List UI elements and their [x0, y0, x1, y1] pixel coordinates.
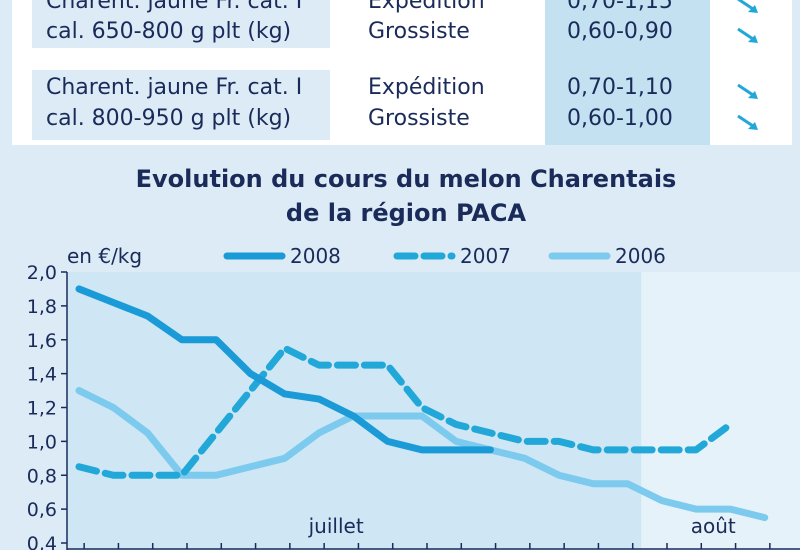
- row-1-band: [32, 0, 330, 48]
- y-axis-label: en €/kg: [67, 244, 142, 268]
- chart-title-line1: Evolution du cours du melon Charentais: [135, 165, 677, 193]
- y-tick-label: 1,0: [27, 431, 57, 453]
- y-tick-label: 1,6: [27, 330, 57, 352]
- price-column-band: [545, 0, 710, 145]
- row-1-product-line2: cal. 650-800 g plt (kg): [46, 19, 292, 44]
- row-2-band: [32, 70, 330, 140]
- chart-title-line2: de la région PACA: [285, 199, 527, 227]
- y-tick-label: 1,2: [27, 398, 57, 420]
- series-line-2008: [75, 285, 494, 454]
- row-1-price-grossiste: 0,60-0,90: [567, 19, 673, 44]
- row-2-stage-grossiste: Grossiste: [368, 106, 470, 131]
- y-tick-label: 0,6: [27, 499, 57, 521]
- price-table: Charent. jaune Fr. cat. I cal. 650-800 g…: [12, 0, 792, 145]
- series-line-2007: [75, 344, 734, 479]
- trend-down-arrow-icon: [737, 114, 758, 130]
- price-chart: Evolution du cours du melon Charentais d…: [12, 155, 800, 550]
- series-line-2006: [75, 387, 769, 522]
- legend-label-2006: 2006: [615, 244, 666, 268]
- plot-area-july: [67, 272, 642, 550]
- month-label: juillet: [308, 514, 364, 538]
- trend-down-arrow-icon: [737, 83, 758, 99]
- month-label: août: [691, 514, 736, 538]
- row-1-product-line1: Charent. jaune Fr. cat. I: [46, 0, 303, 14]
- row-2-stage-expedition: Expédition: [368, 75, 485, 100]
- row-2-price-expedition: 0,70-1,10: [567, 75, 673, 100]
- chart-plot: 2,0 1,8 1,6 1,4 1,2 1,0 0,8 0,6 0,4 en €/kg juille…: [27, 244, 800, 550]
- legend-label-2007: 2007: [460, 244, 511, 268]
- row-2-product-line1: Charent. jaune Fr. cat. I: [46, 75, 303, 100]
- y-tick-label: 2,0: [27, 262, 57, 284]
- legend-label-2008: 2008: [290, 244, 341, 268]
- trend-down-arrow-icon: [737, 27, 758, 43]
- y-tick-label: 1,8: [27, 296, 57, 318]
- y-tick-label: 0,4: [27, 533, 57, 550]
- row-1-stage-grossiste: Grossiste: [368, 19, 470, 44]
- y-tick-label: 0,8: [27, 465, 57, 487]
- row-1-stage-expedition: Expédition: [368, 0, 485, 14]
- y-tick-label: 1,4: [27, 364, 57, 386]
- row-2-price-grossiste: 0,60-1,00: [567, 106, 673, 131]
- trend-down-arrow-icon: [737, 0, 758, 13]
- row-1-price-expedition: 0,70-1,15: [567, 0, 673, 14]
- row-2-product-line2: cal. 800-950 g plt (kg): [46, 106, 292, 131]
